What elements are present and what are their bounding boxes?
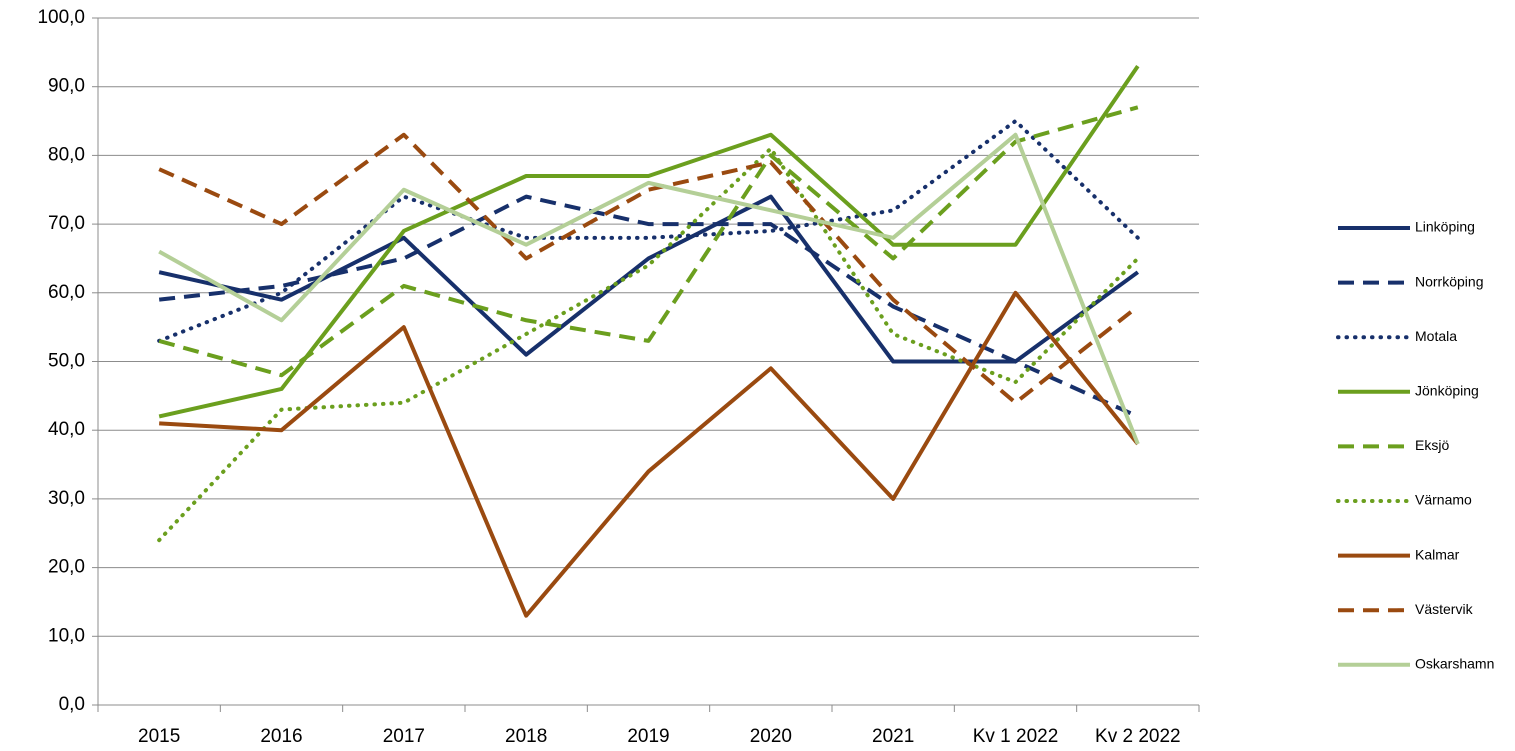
x-tick-label: 2018	[505, 726, 547, 747]
y-tick-label: 20,0	[48, 557, 85, 578]
y-tick-label: 90,0	[48, 76, 85, 97]
legend-label: Linköping	[1415, 219, 1475, 235]
y-tick-label: 70,0	[48, 213, 85, 234]
y-tick-label: 50,0	[48, 351, 85, 372]
x-tick-label: Kv 1 2022	[973, 726, 1059, 747]
x-tick-label: 2016	[260, 726, 302, 747]
y-tick-label: 100,0	[37, 7, 85, 28]
x-tick-label: 2019	[627, 726, 669, 747]
y-tick-label: 0,0	[59, 694, 85, 715]
legend-label: Jönköping	[1415, 383, 1479, 399]
legend-label: Motala	[1415, 328, 1457, 344]
legend-label: Västervik	[1415, 601, 1474, 617]
legend-label: Värnamo	[1415, 492, 1472, 508]
legend-label: Kalmar	[1415, 546, 1460, 562]
x-tick-label: Kv 2 2022	[1095, 726, 1181, 747]
x-tick-label: 2020	[750, 726, 792, 747]
x-tick-label: 2021	[872, 726, 914, 747]
x-tick-label: 2015	[138, 726, 180, 747]
y-tick-label: 60,0	[48, 282, 85, 303]
series-line	[158, 132, 1140, 445]
legend-label: Eksjö	[1415, 437, 1449, 453]
series-line	[159, 290, 1140, 618]
series-line	[157, 119, 1140, 343]
series-line	[158, 64, 1140, 419]
y-tick-label: 40,0	[48, 419, 85, 440]
x-tick-label: 2017	[383, 726, 425, 747]
series-line	[158, 132, 1140, 405]
y-tick-label: 30,0	[48, 488, 85, 509]
y-tick-label: 10,0	[48, 625, 85, 646]
y-tick-label: 80,0	[48, 144, 85, 165]
legend-label: Norrköping	[1415, 273, 1483, 289]
legend-label: Oskarshamn	[1415, 656, 1494, 672]
series-line	[158, 105, 1139, 378]
